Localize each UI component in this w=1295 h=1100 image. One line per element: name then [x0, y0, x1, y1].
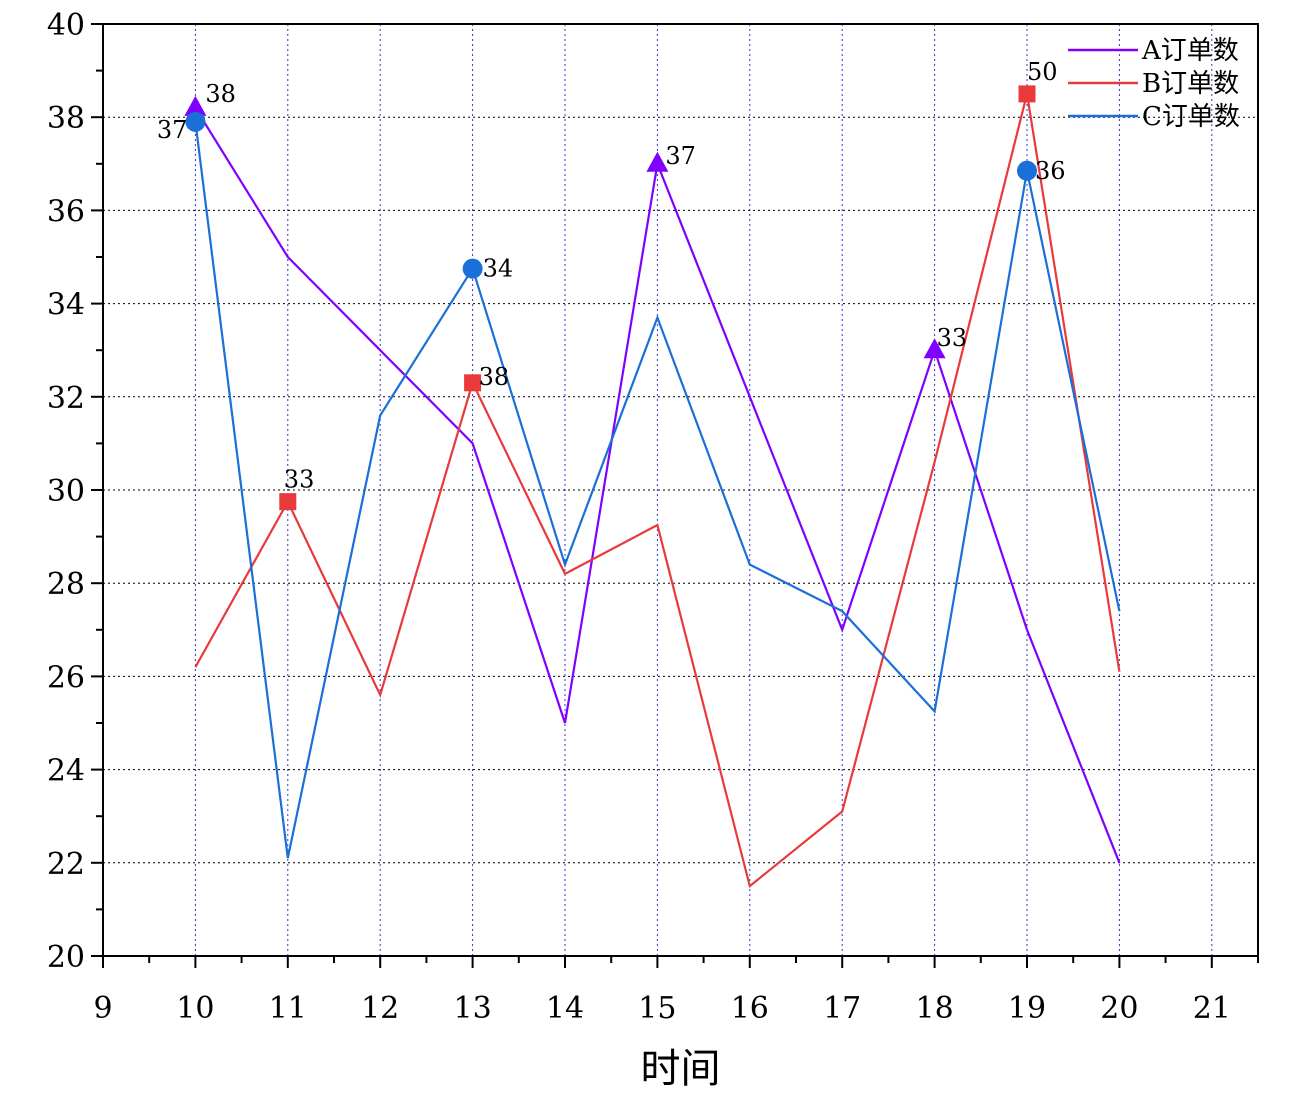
x-tick-label: 20 — [1100, 991, 1138, 1026]
marker-triangle — [923, 338, 946, 359]
y-tick-label: 28 — [47, 567, 85, 602]
y-tick-label: 30 — [47, 474, 85, 509]
x-tick-label: 12 — [361, 991, 399, 1026]
data-label: 37 — [157, 116, 188, 144]
axes: 9 10 11 12 13 14 15 16 17 18 19 20 21 20 22 24 26 28 30 32 3… — [47, 8, 1259, 1026]
marker-circle — [185, 111, 206, 132]
data-label: 37 — [665, 142, 696, 170]
marker-circle — [462, 258, 483, 279]
y-tick-label: 20 — [47, 940, 85, 975]
y-tick-label: 38 — [47, 101, 85, 136]
series-markers — [184, 85, 1037, 511]
series-line-3 — [194, 121, 1121, 859]
marker-square — [1018, 85, 1036, 103]
x-tick-label: 19 — [1008, 991, 1046, 1026]
y-tick-label: 32 — [47, 381, 85, 416]
data-label: 38 — [479, 363, 510, 391]
x-tick-label: 9 — [93, 991, 112, 1026]
x-tick-label: 21 — [1193, 991, 1231, 1026]
data-label: 50 — [1027, 58, 1058, 86]
y-tick-label: 24 — [47, 754, 85, 789]
legend-label: C订单数 — [1142, 102, 1240, 132]
legend-label: B订单数 — [1142, 69, 1239, 99]
x-tick-label: 14 — [546, 991, 584, 1026]
y-tick-label: 26 — [47, 660, 85, 695]
data-label: 33 — [937, 324, 968, 352]
y-tick-label: 40 — [47, 8, 85, 43]
x-tick-label: 11 — [269, 991, 307, 1026]
x-tick-label: 15 — [638, 991, 676, 1026]
data-label: 38 — [205, 80, 236, 108]
y-tick-label: 22 — [47, 847, 85, 882]
grid — [103, 24, 1258, 956]
marker-square — [464, 374, 482, 392]
x-tick-label: 16 — [731, 991, 769, 1026]
x-tick-label: 10 — [176, 991, 214, 1026]
y-tick-label: 34 — [47, 288, 85, 323]
marker-circle — [1017, 160, 1037, 181]
marker-square — [279, 493, 297, 511]
marker-triangle — [184, 95, 207, 116]
data-labels: 38 37 33 33 38 50 37 34 36 — [157, 58, 1066, 494]
y-tick-label: 36 — [47, 194, 85, 229]
x-tick-label: 17 — [823, 991, 861, 1026]
data-label: 36 — [1035, 157, 1066, 185]
x-tick-label: 13 — [454, 991, 492, 1026]
series-line-2 — [194, 93, 1121, 889]
marker-triangle — [646, 151, 669, 172]
x-tick-label: 18 — [916, 991, 954, 1026]
data-label: 33 — [284, 466, 315, 494]
x-axis-title: 时间 — [641, 1046, 721, 1092]
legend-label: A订单数 — [1141, 36, 1239, 66]
data-label: 34 — [483, 255, 514, 283]
